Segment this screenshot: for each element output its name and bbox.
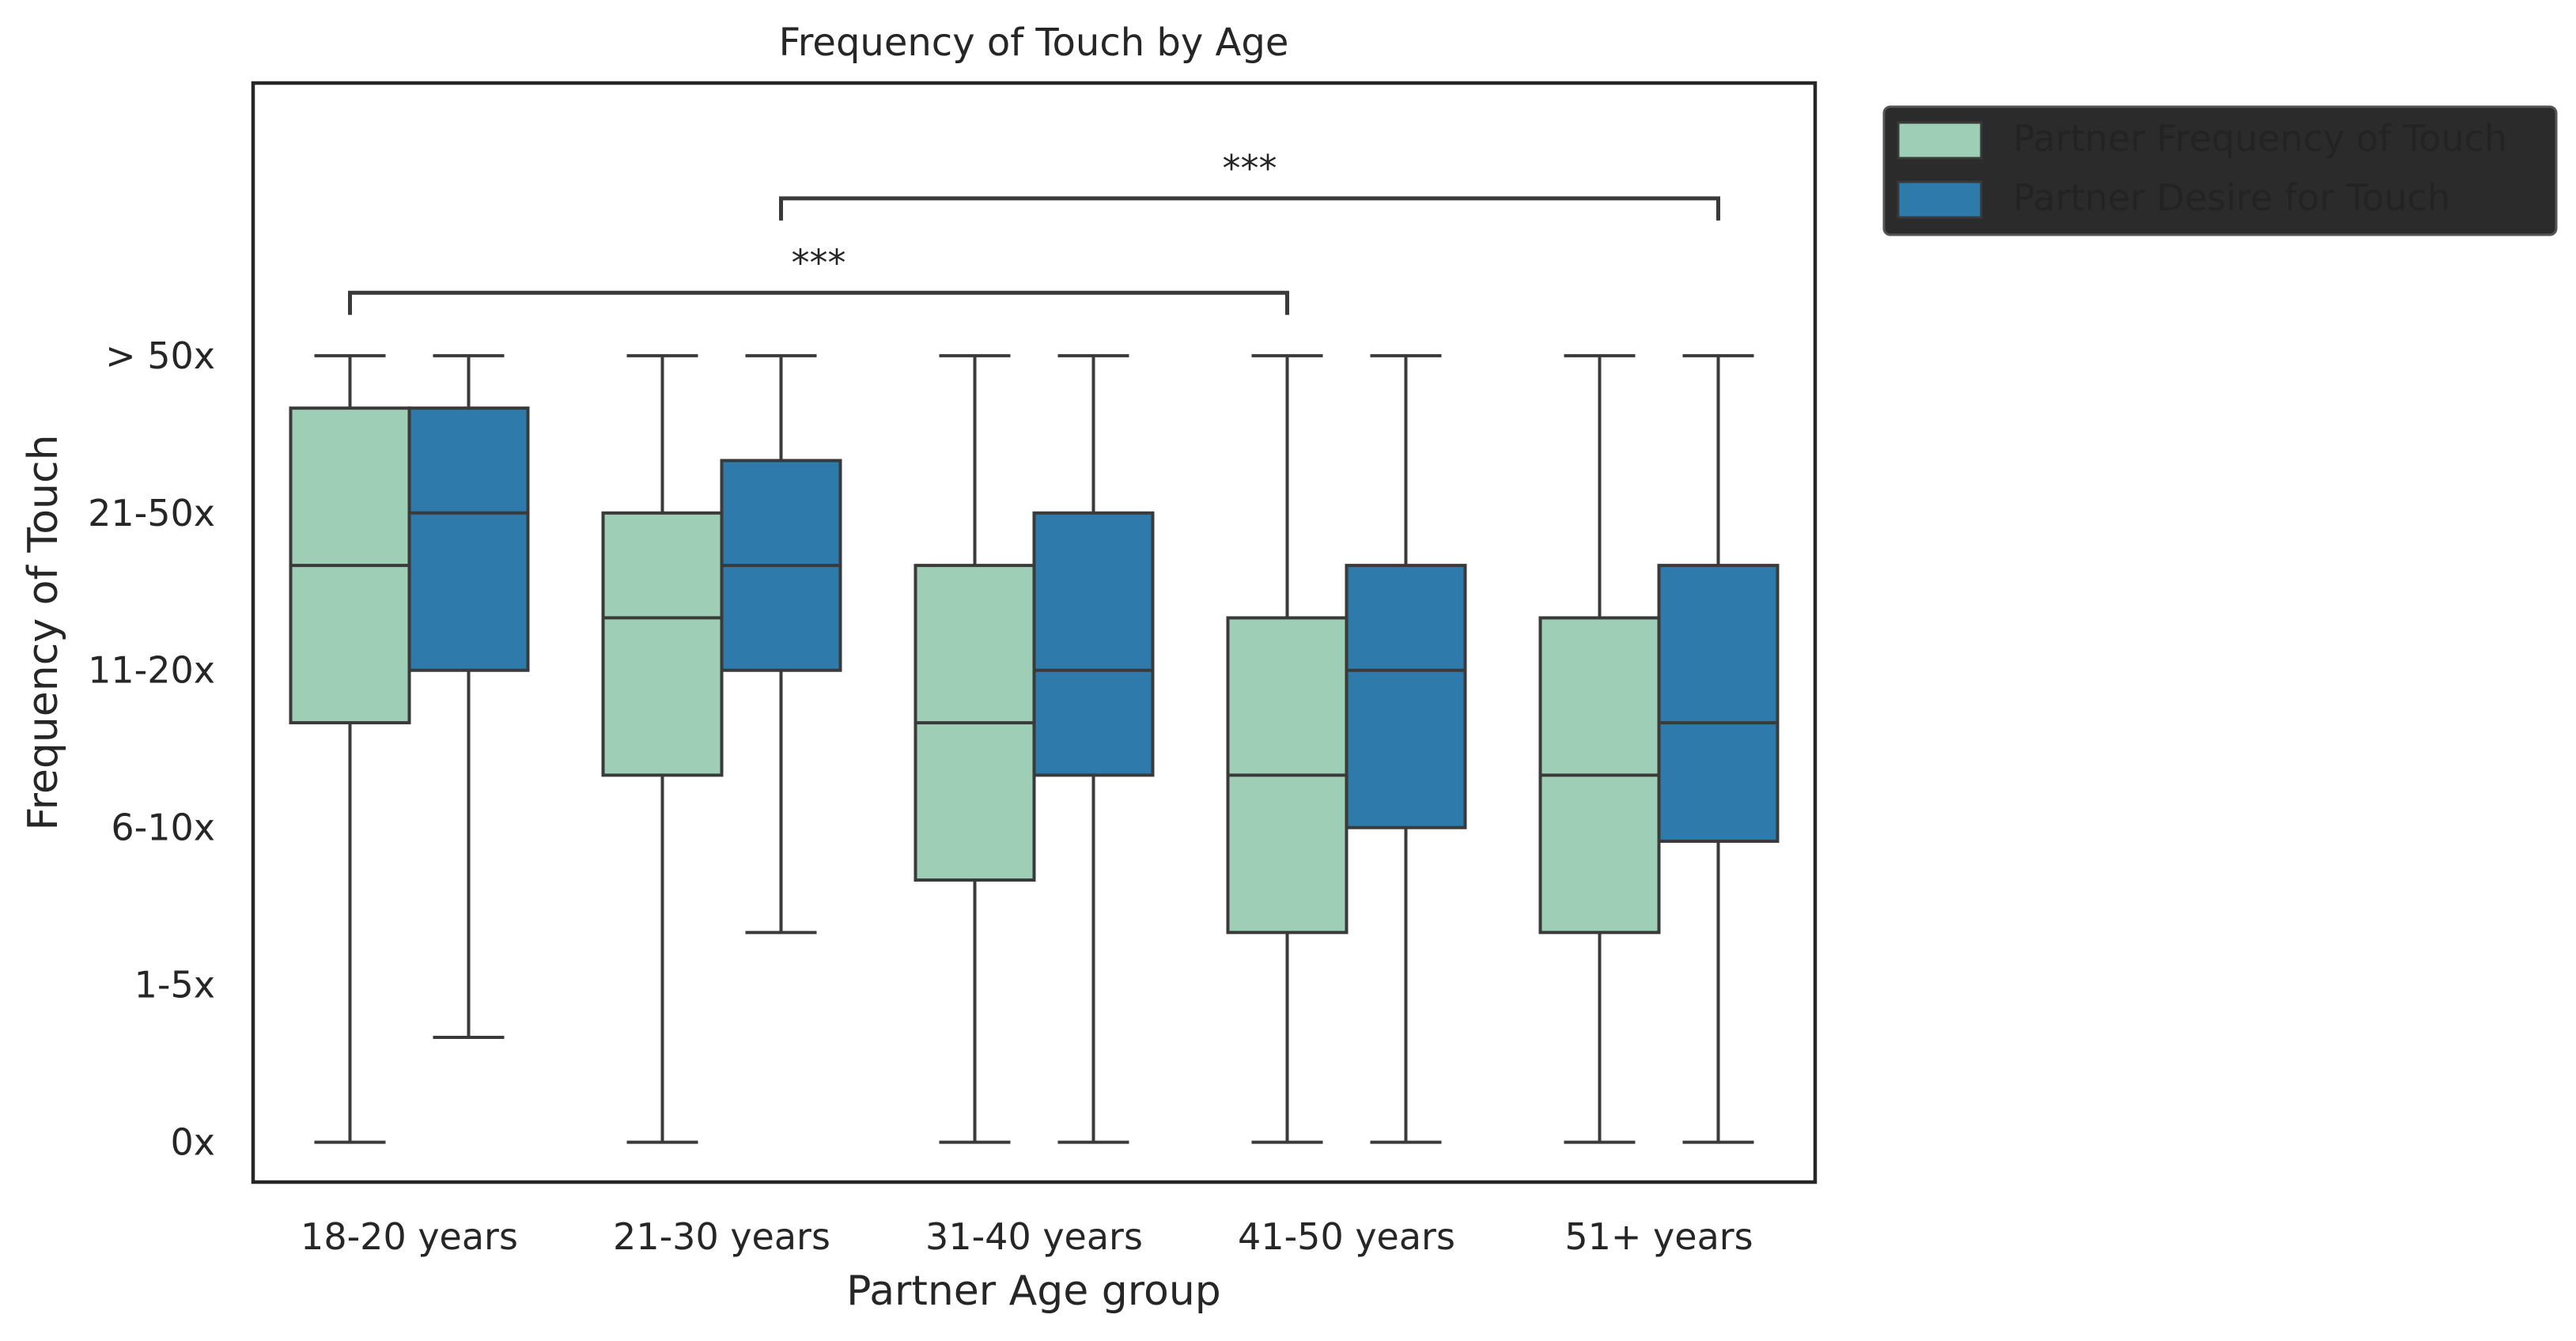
x-axis-label: Partner Age group <box>846 1267 1221 1315</box>
x-tick-label: 41-50 years <box>1238 1215 1455 1258</box>
box-plots <box>289 353 1780 1144</box>
y-tick-label: 0x <box>171 1121 216 1164</box>
y-tick-label: 11-20x <box>88 649 215 692</box>
x-tick-label: 18-20 years <box>301 1215 518 1258</box>
y-tick-label: 6-10x <box>111 806 215 849</box>
significance-label: *** <box>792 241 846 284</box>
box-body <box>1345 564 1467 829</box>
x-tick-label: 21-30 years <box>613 1215 830 1258</box>
legend: Partner Frequency of Touch Partner Desire… <box>1882 105 2558 236</box>
y-tick-label: 1-5x <box>134 964 215 1007</box>
box-0-4 <box>1538 353 1661 1144</box>
box-1-1 <box>720 353 842 935</box>
box-body <box>1657 564 1780 843</box>
significance-label: *** <box>1223 147 1277 190</box>
bracket-line <box>348 290 1289 315</box>
legend-swatch <box>1897 180 1983 219</box>
significance-bracket: *** <box>779 147 1720 221</box>
box-body <box>1032 511 1155 777</box>
box-1-0 <box>407 353 530 1039</box>
legend-swatch <box>1897 121 1983 160</box>
significance-bracket: *** <box>348 241 1289 315</box>
y-axis-label: Frequency of Touch <box>20 434 67 830</box>
legend-item: Partner Desire for Touch <box>1897 176 2450 219</box>
y-axis-ticks: 0x 1-5x 6-10x 11-20x 21-50x > 50x <box>88 334 215 1164</box>
box-0-1 <box>601 353 724 1144</box>
box-body <box>407 406 530 672</box>
box-0-0 <box>289 353 411 1144</box>
bracket-line <box>779 196 1720 221</box>
significance-annotations: *** *** <box>348 147 1720 315</box>
legend-item: Partner Frequency of Touch <box>1897 117 2507 160</box>
plot-frame <box>251 81 1818 1184</box>
box-0-2 <box>914 353 1036 1144</box>
x-tick-label: 31-40 years <box>925 1215 1143 1258</box>
y-tick-label: 21-50x <box>88 492 215 535</box>
box-0-3 <box>1226 353 1349 1144</box>
box-1-3 <box>1345 353 1467 1144</box>
legend-label: Partner Frequency of Touch <box>2013 117 2507 160</box>
legend-label: Partner Desire for Touch <box>2013 176 2450 219</box>
box-1-4 <box>1657 353 1780 1144</box>
y-tick-label: > 50x <box>105 334 215 377</box>
box-1-2 <box>1032 353 1155 1144</box>
chart-title: Frequency of Touch by Age <box>779 21 1289 65</box>
box-body <box>601 511 724 777</box>
legend-box <box>1882 105 2558 236</box>
x-tick-label: 51+ years <box>1564 1215 1753 1258</box>
x-axis-ticks: 18-20 years 21-30 years 31-40 years 41-50 y… <box>301 1215 1753 1258</box>
